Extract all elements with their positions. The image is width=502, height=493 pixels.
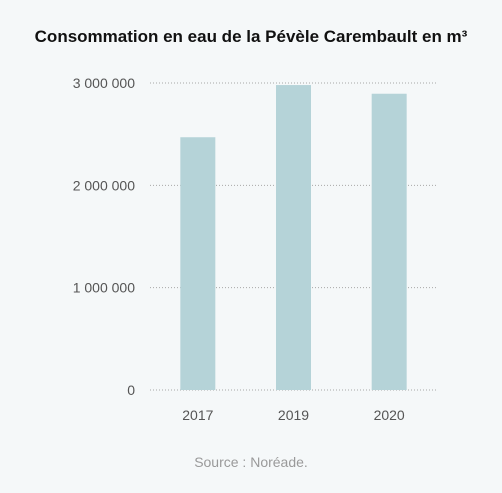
y-tick-label: 0: [127, 382, 135, 398]
x-tick-label: 2019: [278, 407, 309, 423]
x-tick-label: 2017: [182, 407, 213, 423]
y-axis-labels: 0 1 000 000 2 000 000 3 000 000: [73, 75, 136, 398]
source-note: Source : Noréade.: [194, 454, 308, 470]
chart-title: Consommation en eau de la Pévèle Caremba…: [34, 27, 468, 46]
bar-2017: [180, 137, 216, 390]
y-tick-label: 1 000 000: [73, 280, 135, 296]
x-tick-label: 2020: [374, 407, 405, 423]
x-axis-labels: 2017 2019 2020: [182, 407, 405, 423]
y-tick-label: 3 000 000: [73, 75, 135, 91]
bar-2020: [371, 93, 407, 391]
y-tick-label: 2 000 000: [73, 177, 135, 193]
bars: [180, 85, 407, 391]
bar-2019: [276, 85, 311, 391]
